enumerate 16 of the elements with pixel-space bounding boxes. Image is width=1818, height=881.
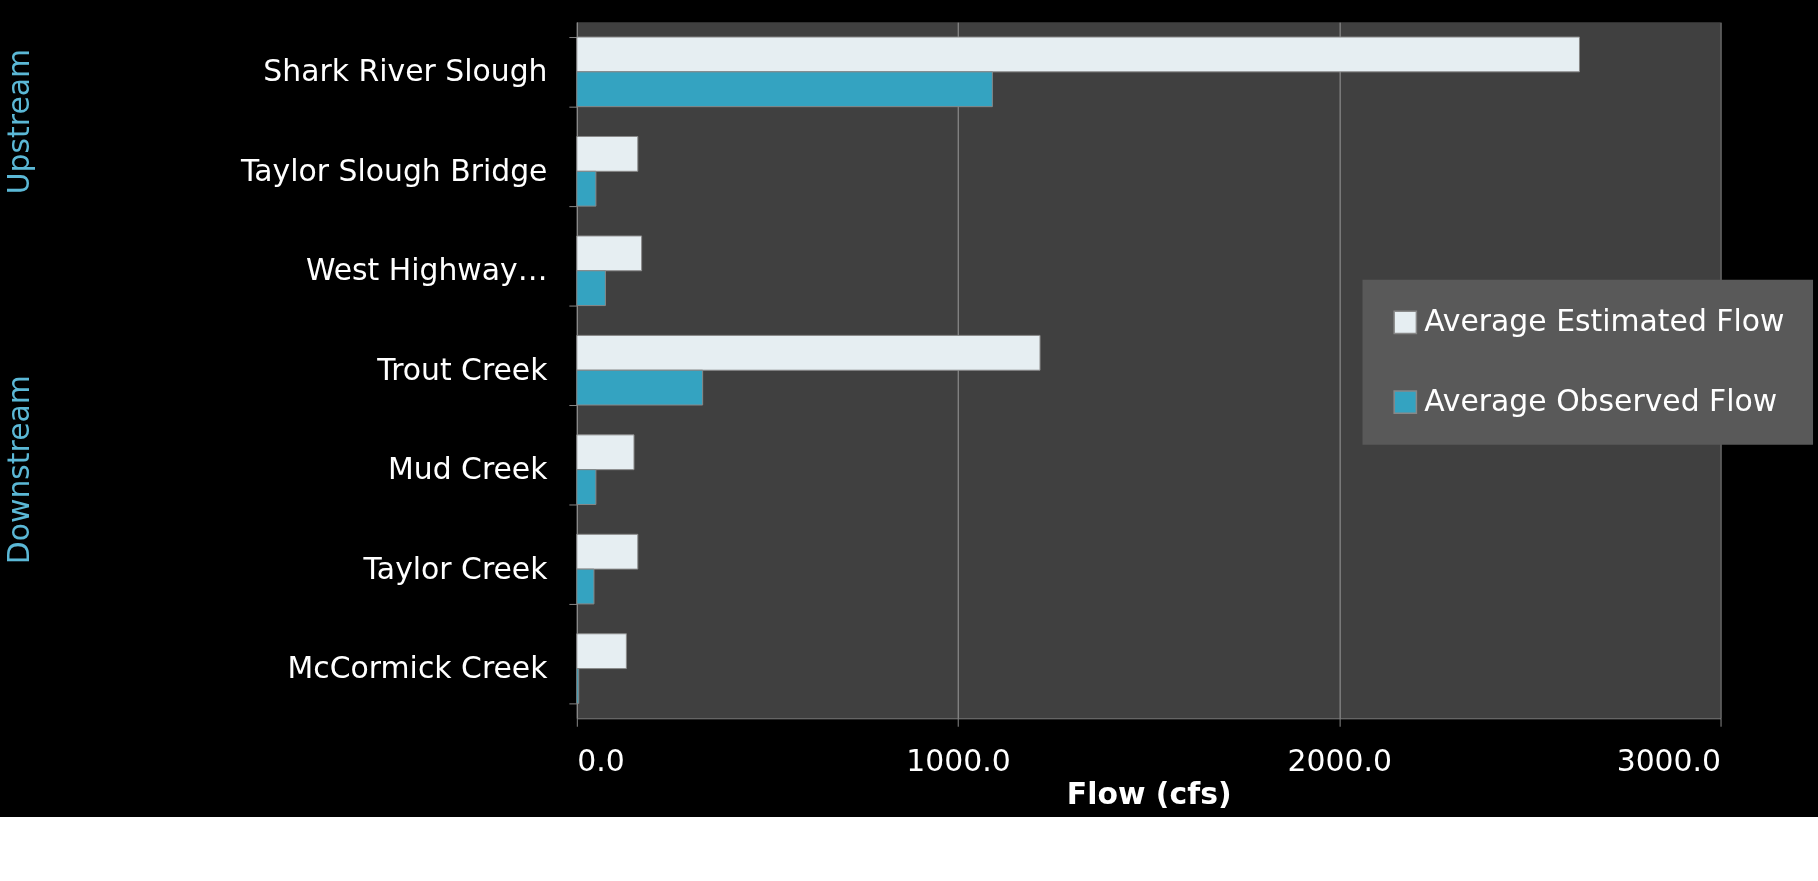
x-tick-label: 0.0 bbox=[577, 742, 625, 778]
text: Downstream bbox=[0, 375, 36, 565]
text: Upstream bbox=[0, 48, 36, 195]
x-tick-label: 3000.0 bbox=[1616, 742, 1722, 778]
y-tick-label: Mud Creek bbox=[388, 451, 549, 487]
y-tick-label: Taylor Creek bbox=[362, 550, 549, 586]
y-tick-label: Taylor Slough Bridge bbox=[240, 152, 548, 188]
x-tick-label: 1000.0 bbox=[906, 742, 1011, 778]
x-axis-title: Flow (cfs) bbox=[1066, 776, 1232, 812]
y-tick-label: McCormick Creek bbox=[287, 650, 549, 686]
x-tick-label: 2000.0 bbox=[1287, 742, 1392, 778]
legend-label: Average Observed Flow bbox=[1424, 382, 1778, 418]
y-tick-label: Trout Creek bbox=[376, 351, 549, 387]
y-tick-label: Shark River Slough bbox=[263, 53, 548, 89]
legend-label: Average Estimated Flow bbox=[1424, 303, 1785, 339]
y-tick-label: West Highway… bbox=[305, 252, 548, 288]
